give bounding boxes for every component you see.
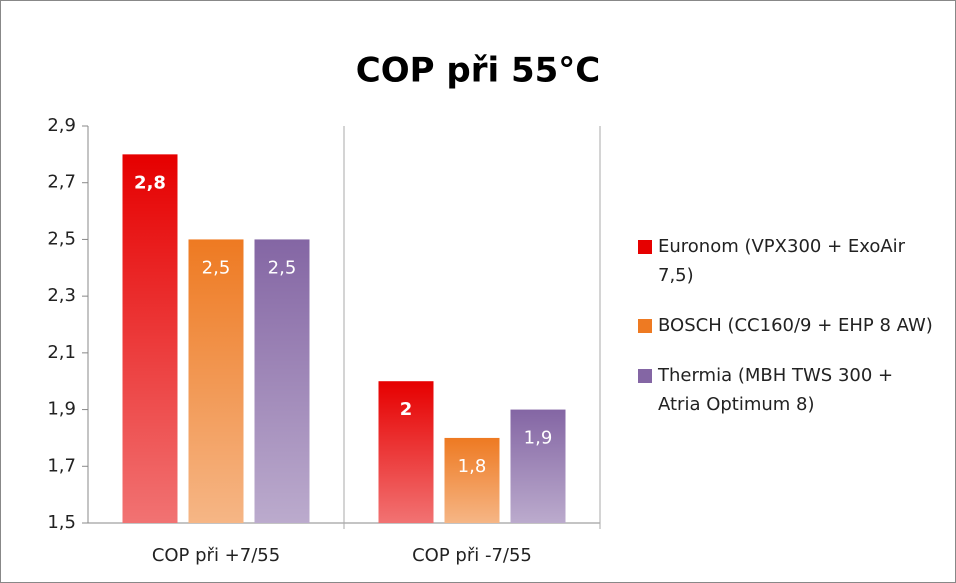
legend: Euronom (VPX300 + ExoAir 7,5) BOSCH (CC16… bbox=[638, 232, 938, 440]
y-tick-label: 2,3 bbox=[47, 285, 76, 306]
legend-swatch bbox=[638, 319, 652, 333]
legend-entry: Thermia (MBH TWS 300 + Atria Optimum 8) bbox=[638, 361, 938, 419]
y-tick-label: 1,5 bbox=[47, 512, 76, 533]
bar-shade bbox=[188, 239, 244, 523]
data-label: 1,8 bbox=[458, 456, 487, 477]
data-label: 2,8 bbox=[134, 172, 166, 193]
chart-title: COP při 55°C bbox=[356, 51, 600, 91]
y-tick-label: 1,7 bbox=[47, 455, 76, 476]
legend-label: Thermia (MBH TWS 300 + Atria Optimum 8) bbox=[658, 365, 894, 415]
data-label: 2 bbox=[400, 399, 413, 420]
legend-entry: Euronom (VPX300 + ExoAir 7,5) bbox=[638, 232, 938, 290]
y-tick-label: 2,7 bbox=[47, 172, 76, 193]
bar-shade bbox=[122, 154, 178, 523]
data-label: 1,9 bbox=[524, 428, 553, 449]
legend-entry: BOSCH (CC160/9 + EHP 8 AW) bbox=[638, 311, 938, 340]
legend-swatch bbox=[638, 369, 652, 383]
data-label: 2,5 bbox=[202, 257, 231, 278]
bar-shade bbox=[510, 409, 566, 523]
bar-shade bbox=[254, 239, 310, 523]
bar-shade bbox=[378, 381, 434, 523]
y-tick-label: 2,5 bbox=[47, 228, 76, 249]
legend-label: BOSCH (CC160/9 + EHP 8 AW) bbox=[658, 315, 933, 336]
y-tick-label: 2,1 bbox=[47, 342, 76, 363]
data-label: 2,5 bbox=[268, 257, 297, 278]
x-tick-label: COP při -7/55 bbox=[412, 545, 532, 566]
y-tick-label: 2,9 bbox=[47, 115, 76, 136]
legend-label: Euronom (VPX300 + ExoAir 7,5) bbox=[658, 236, 906, 286]
y-tick-label: 1,9 bbox=[47, 399, 76, 420]
bar-shade bbox=[444, 437, 500, 523]
legend-swatch bbox=[638, 240, 652, 254]
x-tick-label: COP při +7/55 bbox=[152, 545, 280, 566]
